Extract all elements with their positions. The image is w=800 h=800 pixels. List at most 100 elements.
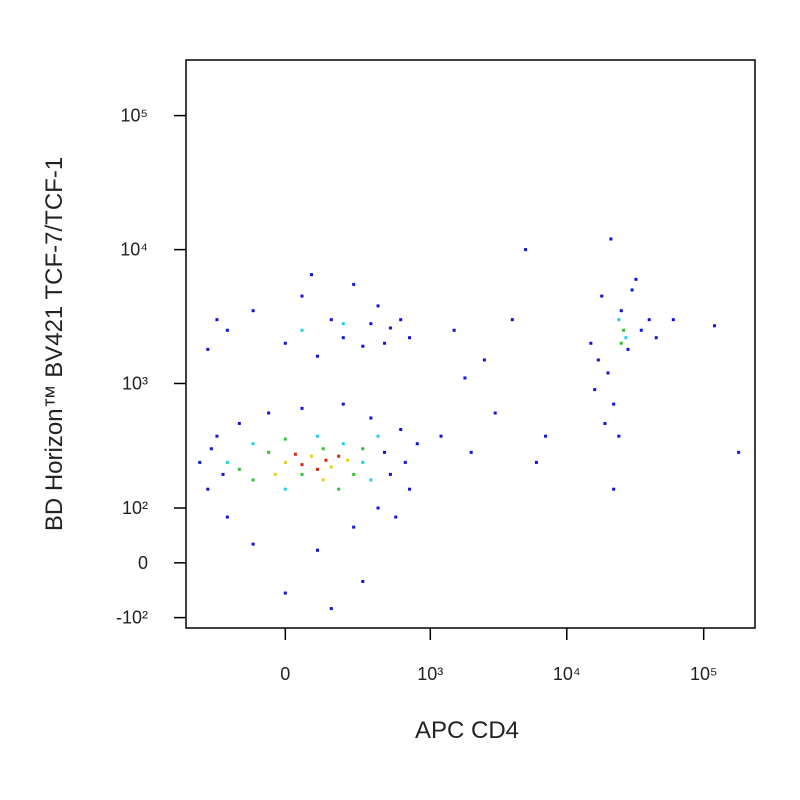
data-point <box>251 478 255 482</box>
data-point <box>321 447 325 451</box>
data-point <box>237 421 241 425</box>
data-point <box>654 336 658 340</box>
data-point <box>626 347 630 351</box>
data-point <box>612 402 616 406</box>
data-point <box>408 336 412 340</box>
data-point <box>544 434 548 438</box>
data-point <box>369 322 373 326</box>
data-point <box>399 427 403 431</box>
data-point <box>316 467 320 471</box>
y-tick-label: 10⁵ <box>121 106 148 126</box>
data-point <box>369 478 373 482</box>
data-point <box>612 487 616 491</box>
data-point <box>341 442 345 446</box>
y-tick-label: 10⁴ <box>120 240 148 260</box>
data-point <box>352 525 356 529</box>
data-point <box>617 318 621 322</box>
data-point <box>482 358 486 362</box>
y-tick-label: 0 <box>138 553 148 573</box>
data-point <box>399 318 403 322</box>
data-point <box>293 452 297 456</box>
x-tick-label: 10⁴ <box>553 664 581 684</box>
data-point <box>300 463 304 467</box>
x-tick-label: 10⁵ <box>690 664 717 684</box>
data-point <box>329 465 333 469</box>
data-point <box>619 309 623 313</box>
plot-frame <box>185 59 756 629</box>
data-point <box>251 309 255 313</box>
data-point <box>639 328 643 332</box>
data-point <box>619 341 623 345</box>
data-point <box>321 478 325 482</box>
data-point <box>647 318 651 322</box>
data-point <box>300 472 304 476</box>
data-point <box>403 460 407 464</box>
data-point <box>316 434 320 438</box>
data-point <box>341 402 345 406</box>
data-point <box>589 341 593 345</box>
data-point <box>600 294 604 298</box>
data-point <box>267 450 271 454</box>
data-point <box>316 354 320 358</box>
data-point <box>215 318 219 322</box>
data-point <box>337 487 341 491</box>
data-point <box>634 277 638 281</box>
data-point <box>283 341 287 345</box>
data-point <box>309 454 313 458</box>
data-point <box>329 318 333 322</box>
data-point <box>237 467 241 471</box>
data-point <box>337 454 341 458</box>
data-point <box>624 336 628 340</box>
data-point <box>283 460 287 464</box>
data-point <box>221 472 225 476</box>
data-point <box>603 421 607 425</box>
data-point <box>341 336 345 340</box>
data-point <box>198 460 202 464</box>
data-point <box>225 328 229 332</box>
data-point <box>383 450 387 454</box>
data-point <box>463 376 467 380</box>
data-point <box>452 328 456 332</box>
data-point <box>671 318 675 322</box>
data-point <box>534 460 538 464</box>
data-point <box>383 341 387 345</box>
data-point <box>630 288 634 292</box>
data-point <box>596 358 600 362</box>
data-point <box>352 282 356 286</box>
y-axis-title: BD Horizon™ BV421 TCF-7/TCF-1 <box>41 157 68 531</box>
data-point <box>267 411 271 415</box>
y-tick-label: -10² <box>116 608 148 628</box>
data-point <box>300 328 304 332</box>
data-point <box>225 515 229 519</box>
data-point <box>388 472 392 476</box>
data-point <box>415 442 419 446</box>
data-point <box>737 450 741 454</box>
data-point <box>346 458 350 462</box>
data-point <box>206 347 210 351</box>
data-point <box>329 607 333 611</box>
data-point <box>510 318 514 322</box>
data-point <box>376 434 380 438</box>
data-point <box>394 515 398 519</box>
data-point <box>206 487 210 491</box>
data-point <box>617 434 621 438</box>
data-point <box>388 326 392 330</box>
x-tick-label: 0 <box>280 664 290 684</box>
data-point <box>593 388 597 392</box>
data-point <box>439 434 443 438</box>
y-tick-label: 10² <box>122 498 148 518</box>
data-point <box>361 344 365 348</box>
data-point <box>352 472 356 476</box>
y-tick-label: 10³ <box>122 373 148 393</box>
data-point <box>324 458 328 462</box>
x-tick-label: 10³ <box>417 664 443 684</box>
data-point <box>251 442 255 446</box>
data-point <box>215 434 219 438</box>
data-point <box>309 273 313 277</box>
data-point <box>469 450 473 454</box>
data-point <box>316 548 320 552</box>
data-point <box>609 237 613 241</box>
data-point <box>361 460 365 464</box>
x-axis-title: APC CD4 <box>415 717 519 744</box>
